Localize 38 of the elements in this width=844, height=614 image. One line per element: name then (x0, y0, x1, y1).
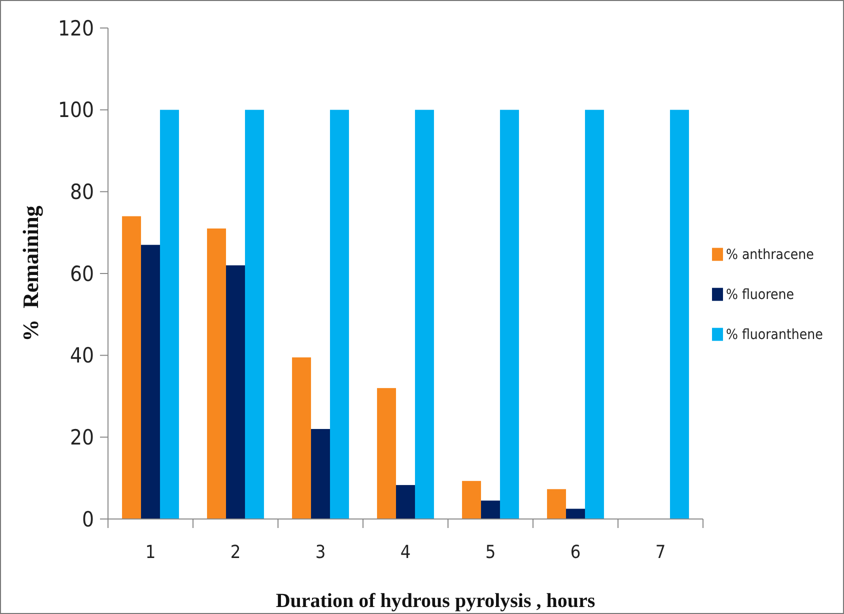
x-tick-label: 3 (315, 542, 326, 563)
y-tick-label: 60 (70, 262, 94, 286)
x-tick-label: 7 (655, 542, 666, 563)
x-tick-label: 2 (230, 542, 241, 563)
bar (547, 489, 566, 519)
bar (500, 110, 519, 519)
bar (584, 110, 604, 519)
bar (414, 110, 434, 519)
x-axis-title: Duration of hydrous pyrolysis , hours (276, 590, 596, 612)
x-tick-label: 5 (485, 542, 496, 563)
y-tick-label: 0 (82, 507, 94, 532)
x-tick-label: 4 (400, 542, 411, 563)
y-tick-label: 20 (70, 426, 94, 450)
bar (396, 485, 415, 519)
y-tick-label: 100 (58, 98, 94, 122)
legend-label: % fluoranthene (726, 326, 824, 343)
bar (226, 265, 245, 519)
bar (330, 110, 349, 519)
bar (462, 480, 482, 519)
bar (566, 508, 585, 519)
legend-label: % anthracene (726, 246, 814, 263)
bar (160, 110, 179, 519)
bar (141, 244, 160, 519)
bar (122, 216, 142, 519)
y-axis-title: % Remaining (18, 206, 43, 342)
bar (670, 110, 689, 519)
x-tick-label: 1 (145, 542, 156, 563)
y-tick-label: 40 (70, 344, 94, 368)
bar (311, 428, 330, 519)
bar (377, 388, 396, 519)
y-tick-label: 120 (58, 16, 94, 40)
bar (207, 228, 226, 519)
x-tick-label: 6 (570, 542, 581, 563)
legend-label: % fluorene (726, 286, 794, 303)
bar (481, 500, 500, 519)
y-tick-label: 80 (70, 180, 94, 204)
bar (244, 110, 264, 519)
bar (292, 357, 312, 519)
